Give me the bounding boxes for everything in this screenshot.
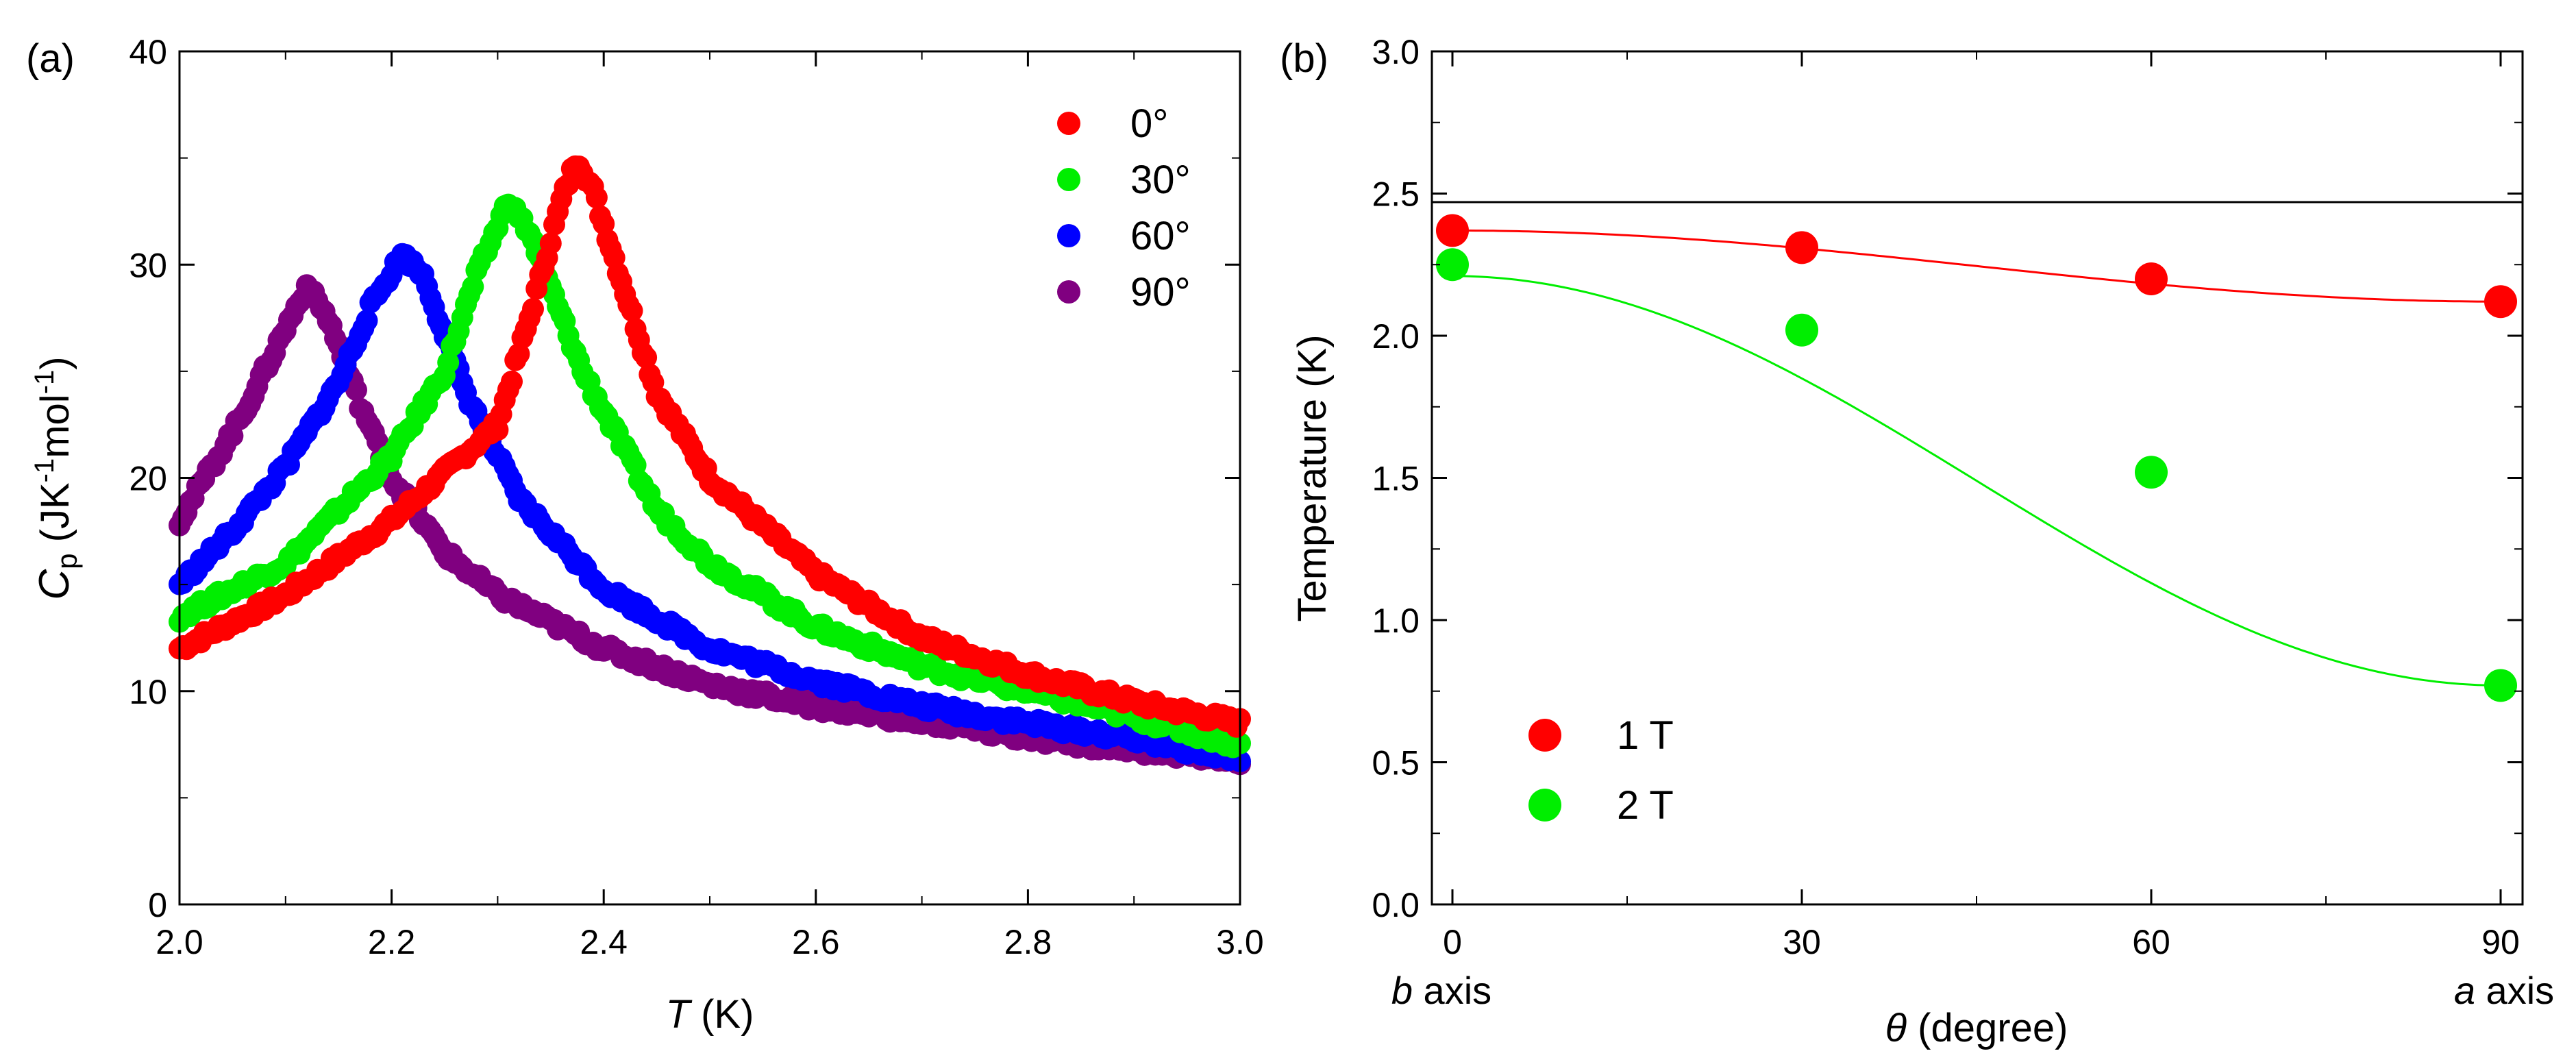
series-1-points bbox=[1436, 248, 2517, 702]
xlabel-rest: (K) bbox=[690, 992, 754, 1037]
ylabel-sup2: -1 bbox=[29, 370, 60, 395]
data-point bbox=[2135, 262, 2168, 295]
ylabel-mid: mol bbox=[33, 394, 77, 458]
legend-label-3: 90° bbox=[1130, 270, 1191, 314]
data-point bbox=[1436, 214, 1469, 247]
b-axis-rest: axis bbox=[1413, 969, 1491, 1012]
a-axis-rest: axis bbox=[2475, 969, 2554, 1012]
panel-a-data-points bbox=[169, 155, 1251, 776]
legend-label-0: 0° bbox=[1130, 101, 1168, 146]
data-point bbox=[1785, 231, 1818, 264]
panel-b-x-left-label: b axis bbox=[1391, 969, 1491, 1012]
panel-a-legend: 0° 30° 60° 90° bbox=[1057, 101, 1191, 314]
y-tick-label: 0.0 bbox=[1372, 886, 1420, 924]
data-point bbox=[345, 379, 367, 402]
ylabel-main: C bbox=[31, 569, 78, 600]
ylabel-unit-open: (JK bbox=[33, 482, 77, 553]
x-tick-label: 60 bbox=[2132, 923, 2170, 961]
data-point bbox=[585, 186, 608, 209]
y-tick-label: 1.0 bbox=[1372, 602, 1420, 640]
y-tick-label: 2.5 bbox=[1372, 175, 1420, 214]
data-point bbox=[522, 297, 544, 320]
x-tick-label: 2.2 bbox=[368, 923, 416, 961]
y-tick-label: 1.5 bbox=[1372, 460, 1420, 498]
panel-b-legend: 1 T 2 T bbox=[1528, 713, 1674, 828]
legend-marker-0 bbox=[1057, 112, 1080, 135]
panel-b-x-axis-title: θ (degree) bbox=[1885, 1006, 2068, 1050]
panel-b: (b) 0 30 60 90 0.0 0.5 1.0 1.5 2.0 2.5 3.0 Tempera… bbox=[1280, 33, 2554, 1050]
legend-marker-3 bbox=[1057, 280, 1080, 304]
panel-b-label: (b) bbox=[1280, 36, 1328, 81]
series-0-points bbox=[1436, 214, 2517, 319]
y-tick-label: 20 bbox=[129, 460, 167, 498]
y-tick-label: 0 bbox=[148, 886, 167, 924]
legend-marker-2 bbox=[1057, 224, 1080, 247]
fit-curve-0 bbox=[1452, 229, 2501, 303]
data-point bbox=[462, 275, 484, 298]
data-point bbox=[539, 232, 562, 255]
x-tick-label: 2.8 bbox=[1004, 923, 1052, 961]
data-point bbox=[501, 370, 523, 393]
legend-label-2: 60° bbox=[1130, 214, 1191, 258]
data-point bbox=[621, 299, 643, 322]
x-tick-label: 2.6 bbox=[792, 923, 840, 961]
data-point bbox=[2484, 285, 2517, 319]
panel-a-axes: 2.0 2.2 2.4 2.6 2.8 3.0 0 10 20 30 40 bbox=[129, 33, 1263, 961]
data-point bbox=[2484, 669, 2517, 702]
panel-a-y-axis-title: Cp (JK-1mol-1) bbox=[29, 356, 83, 600]
panel-b-content bbox=[1432, 201, 2523, 702]
panel-b-axes: 0 30 60 90 0.0 0.5 1.0 1.5 2.0 2.5 3.0 bbox=[1372, 33, 2523, 961]
panel-a-x-axis-title: T (K) bbox=[666, 992, 754, 1037]
ylabel-sub: p bbox=[51, 553, 83, 569]
data-point bbox=[437, 351, 460, 374]
x-tick-label: 90 bbox=[2481, 923, 2520, 961]
legend-label-1: 30° bbox=[1130, 158, 1191, 202]
theta-rest: (degree) bbox=[1907, 1006, 2068, 1050]
ylabel-close: ) bbox=[33, 356, 77, 369]
data-point bbox=[2135, 456, 2168, 489]
x-tick-label: 30 bbox=[1783, 923, 1821, 961]
panel-b-y-axis-title: Temperature (K) bbox=[1290, 334, 1335, 621]
legend-label-2T: 2 T bbox=[1617, 783, 1674, 828]
data-point bbox=[1436, 248, 1469, 282]
a-axis-italic: a bbox=[2454, 969, 2475, 1012]
panel-a-label: (a) bbox=[26, 36, 75, 81]
y-tick-label: 2.0 bbox=[1372, 317, 1420, 356]
y-tick-label: 40 bbox=[129, 33, 167, 71]
y-tick-label: 0.5 bbox=[1372, 744, 1420, 782]
series-2-points bbox=[169, 243, 1251, 773]
fit-curve-1 bbox=[1452, 275, 2501, 687]
xlabel-italic: T bbox=[666, 992, 693, 1037]
y-tick-label: 10 bbox=[129, 673, 167, 711]
theta-italic: θ bbox=[1885, 1006, 1907, 1050]
panel-b-frame bbox=[1431, 50, 2524, 906]
y-tick-label: 3.0 bbox=[1372, 33, 1420, 71]
ylabel-sup1: -1 bbox=[29, 458, 60, 483]
legend-marker-1 bbox=[1057, 168, 1080, 191]
x-tick-label: 3.0 bbox=[1216, 923, 1264, 961]
series-0-points bbox=[169, 155, 1251, 738]
x-tick-label: 0 bbox=[1443, 923, 1462, 961]
panel-b-x-right-label: a axis bbox=[2454, 969, 2554, 1012]
x-tick-label: 2.0 bbox=[156, 923, 203, 961]
data-point bbox=[1785, 313, 1818, 347]
b-axis-italic: b bbox=[1391, 969, 1413, 1012]
x-tick-label: 2.4 bbox=[580, 923, 628, 961]
data-point bbox=[635, 346, 658, 369]
legend-label-1T: 1 T bbox=[1617, 713, 1674, 758]
legend-marker-1T bbox=[1528, 719, 1561, 752]
legend-marker-2T bbox=[1528, 789, 1561, 822]
y-tick-label: 30 bbox=[129, 246, 167, 284]
data-point bbox=[356, 309, 378, 332]
